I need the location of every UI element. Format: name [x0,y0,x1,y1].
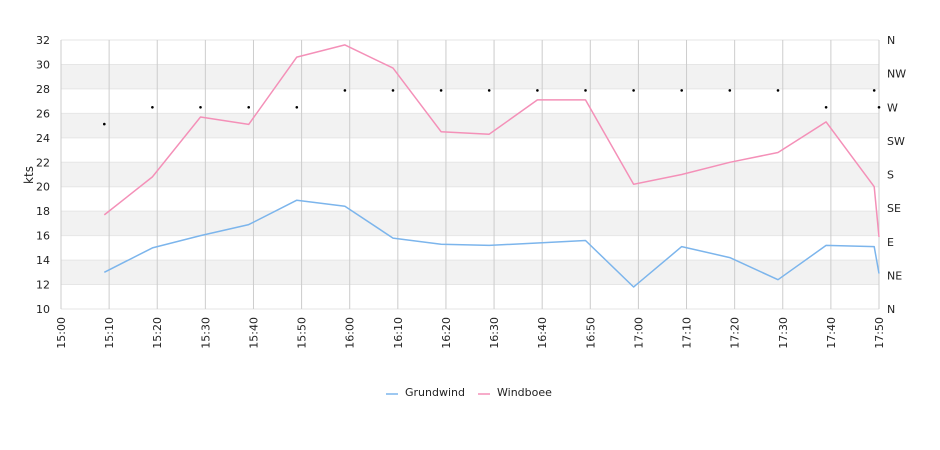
grid-band [61,113,879,138]
direction-marker [872,89,876,92]
direction-tick-label: NW [887,68,906,81]
series-lines [103,44,880,288]
series-line-0 [103,199,880,288]
direction-tick-label: N [887,34,895,47]
y-tick-label: 32 [36,34,50,47]
x-tick-label: 16:50 [584,317,597,349]
grid-band [61,40,879,65]
y-tick-label: 16 [36,230,50,243]
legend-label[interactable]: Windboee [497,386,552,399]
grid-bands [61,39,879,310]
y-axis-labels: 10 12 14 16 18 20 22 24 26 28 30 32 [36,34,50,316]
direction-tick-label: SE [887,202,901,215]
x-tick-label: 16:00 [344,317,357,349]
grid-band [61,211,879,236]
x-tick-label: 16:30 [488,317,501,349]
x-tick-label: 16:10 [392,317,405,349]
y-tick-label: 10 [36,303,50,316]
direction-marker [632,89,635,92]
x-tick-label: 17:10 [681,317,694,349]
grid-band [61,186,879,212]
series-line-1 [103,44,880,237]
direction-tick-label: SW [887,135,905,148]
x-axis-labels: 15:00 15:10 15:20 15:30 15:40 15:50 16:00 16:10… [55,317,886,349]
direction-tick-label: E [887,236,894,249]
direction-tick-label: W [887,101,898,114]
grid-band [61,64,879,89]
x-tick-label: 15:50 [296,317,309,349]
direction-marker [584,89,587,92]
direction-tick-label: NE [887,269,902,282]
direction-marker [343,89,347,92]
y-tick-label: 18 [36,205,50,218]
direction-marker [877,106,881,109]
x-tick-label: 16:20 [440,317,453,349]
direction-marker [487,89,491,92]
direction-marker [680,89,683,92]
legend: Grundwind Windboee [386,386,552,399]
x-tick-label: 15:20 [151,317,164,349]
y-tick-label: 30 [36,58,50,71]
direction-marker [103,122,106,126]
y-axis-title: kts [22,166,36,184]
x-tick-label: 17:40 [825,317,838,349]
direction-marker [295,106,299,109]
direction-tick-label: S [887,169,894,182]
grid-band [61,260,879,285]
grid-band [61,162,879,187]
y-tick-label: 20 [36,181,50,194]
direction-marker [536,89,539,92]
x-tick-label: 15:10 [103,317,116,349]
y-tick-label: 12 [36,279,50,292]
vertical-gridlines [60,40,880,309]
direction-marker [199,106,202,109]
direction-marker [439,89,443,92]
y-tick-label: 14 [36,254,50,267]
direction-marker [247,106,250,109]
x-tick-label: 17:30 [777,317,790,349]
y-tick-label: 28 [36,83,50,96]
grid-band [61,137,879,163]
direction-marker [776,89,780,92]
grid-band [61,284,879,309]
x-tick-label: 15:00 [55,317,68,349]
x-tick-label: 17:00 [632,317,645,349]
x-tick-label: 15:30 [199,317,212,349]
x-tick-label: 15:40 [247,317,260,349]
grid-band [61,235,879,261]
x-tick-label: 17:50 [873,317,886,349]
direction-marker [824,106,828,109]
legend-label[interactable]: Grundwind [405,386,465,399]
direction-marker [391,89,395,92]
direction-marker [151,106,154,109]
direction-axis-labels: N NE E SE S SW W NW N [887,34,906,316]
x-tick-label: 17:20 [729,317,742,349]
y-tick-label: 22 [36,156,50,169]
y-tick-label: 24 [36,132,50,145]
grid-band [61,88,879,114]
direction-tick-label: N [887,303,895,316]
x-tick-label: 16:40 [536,317,549,349]
direction-markers [103,89,881,126]
direction-marker [728,89,732,92]
y-tick-label: 26 [36,107,50,120]
